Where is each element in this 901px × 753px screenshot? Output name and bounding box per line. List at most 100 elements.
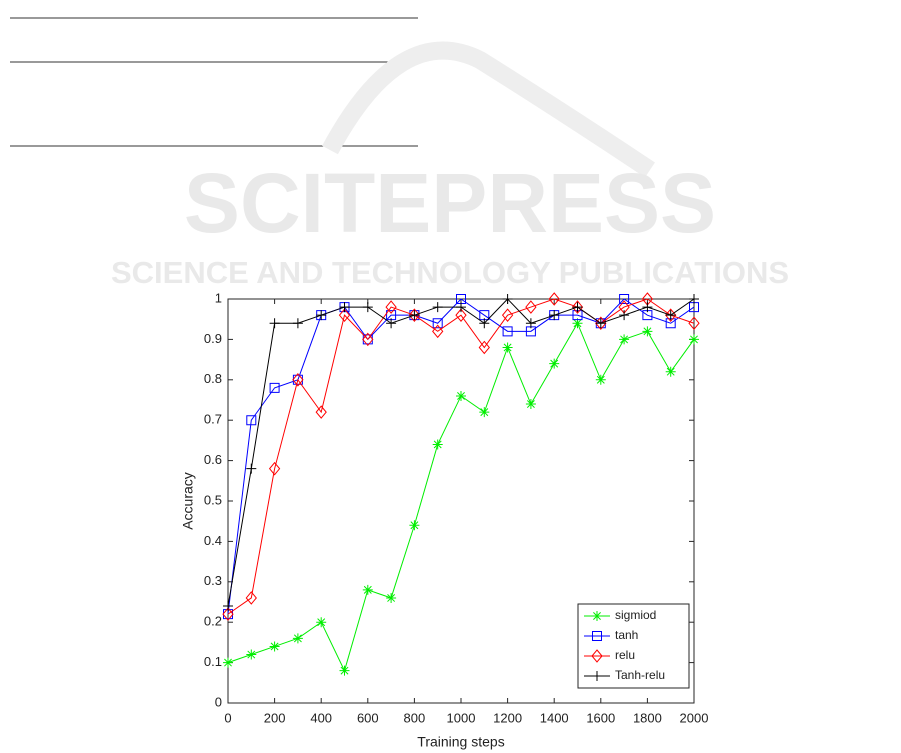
x-tick-label: 2000	[680, 710, 709, 725]
x-tick-label: 1600	[586, 710, 615, 725]
y-tick-label: 0	[215, 694, 222, 709]
y-tick-label: 1	[215, 290, 222, 305]
point-marker	[292, 633, 303, 644]
point-marker	[316, 617, 327, 628]
x-tick-label: 200	[264, 710, 286, 725]
x-tick-label: 1200	[493, 710, 522, 725]
point-marker	[665, 366, 676, 377]
y-tick-label: 0.8	[204, 371, 222, 386]
point-marker	[223, 657, 233, 668]
point-marker	[619, 334, 630, 345]
point-marker	[315, 405, 327, 419]
point-marker	[665, 310, 676, 321]
point-marker	[688, 316, 700, 331]
point-marker	[386, 592, 397, 603]
y-tick-label: 0.2	[204, 614, 222, 629]
x-tick-label: 1000	[447, 710, 476, 725]
y-tick-label: 0.3	[204, 573, 222, 588]
point-marker	[269, 641, 280, 652]
point-marker	[409, 310, 420, 321]
series-line	[227, 298, 695, 607]
point-marker	[339, 665, 350, 676]
point-marker	[456, 302, 466, 313]
point-marker	[595, 318, 606, 329]
x-tick-label: 400	[310, 710, 332, 725]
point-marker	[455, 308, 467, 322]
legend-label: Tanh-relu	[615, 668, 665, 682]
point-marker	[689, 294, 699, 304]
x-tick-label: 1400	[540, 710, 569, 725]
y-tick-label: 0.5	[204, 492, 222, 507]
point-marker	[456, 390, 466, 401]
point-marker	[246, 463, 257, 474]
point-marker	[595, 374, 606, 385]
x-tick-label: 1800	[633, 710, 662, 725]
y-axis-label: Accuracy	[180, 472, 196, 530]
point-marker	[292, 373, 304, 387]
point-marker	[222, 607, 234, 621]
point-marker	[268, 461, 281, 476]
watermark-brand: SCITEPRESS	[184, 156, 716, 250]
watermark-tagline: SCIENCE AND TECHNOLOGY PUBLICATIONS	[111, 255, 789, 290]
point-marker	[525, 326, 536, 337]
x-tick-label: 800	[404, 710, 426, 725]
point-marker	[269, 318, 280, 329]
y-tick-label: 0.7	[204, 412, 222, 427]
legend-label: tanh	[615, 628, 638, 642]
point-marker	[502, 294, 513, 304]
point-marker	[571, 300, 584, 314]
point-marker	[502, 326, 513, 337]
point-marker	[245, 591, 257, 605]
point-marker	[479, 310, 490, 321]
legend-marker	[592, 611, 602, 621]
point-marker	[408, 308, 421, 322]
x-tick-label: 0	[224, 710, 231, 725]
point-marker	[525, 318, 536, 329]
legend-label: sigmiod	[615, 608, 656, 622]
point-marker	[525, 300, 537, 314]
point-marker	[642, 310, 653, 321]
point-marker	[478, 340, 490, 355]
point-marker	[432, 302, 443, 313]
point-marker	[548, 292, 560, 306]
point-marker	[642, 326, 653, 337]
x-tick-label: 600	[357, 710, 379, 725]
legend-marker	[591, 649, 603, 663]
watermark-swoosh	[322, 41, 655, 178]
y-tick-label: 0.9	[204, 331, 222, 346]
point-marker	[689, 334, 699, 345]
point-marker	[385, 300, 397, 314]
point-marker	[549, 358, 560, 369]
point-marker	[619, 294, 630, 304]
point-marker	[432, 324, 444, 339]
point-marker	[246, 649, 257, 660]
legend-label: relu	[615, 648, 635, 662]
series-line	[227, 298, 695, 615]
point-marker	[479, 318, 490, 329]
point-marker	[386, 318, 397, 329]
series-line	[227, 298, 695, 615]
point-marker	[292, 318, 303, 329]
point-marker	[269, 382, 280, 393]
y-tick-label: 0.1	[204, 654, 222, 669]
point-marker	[642, 302, 653, 313]
point-marker	[338, 308, 351, 322]
point-marker	[316, 310, 327, 321]
point-marker	[549, 310, 560, 321]
point-marker	[339, 302, 350, 313]
point-marker	[501, 308, 514, 322]
point-marker	[362, 584, 373, 595]
legend-marker	[592, 631, 602, 641]
point-marker	[572, 302, 583, 313]
point-marker	[479, 407, 490, 418]
point-marker	[409, 520, 420, 531]
point-marker	[502, 342, 513, 353]
point-marker	[432, 439, 443, 450]
point-marker	[525, 399, 536, 410]
point-marker	[689, 302, 699, 313]
x-axis-label: Training steps	[417, 734, 504, 750]
point-marker	[223, 601, 233, 612]
y-tick-label: 0.6	[204, 452, 222, 467]
point-marker	[246, 415, 257, 426]
point-marker	[619, 310, 630, 321]
